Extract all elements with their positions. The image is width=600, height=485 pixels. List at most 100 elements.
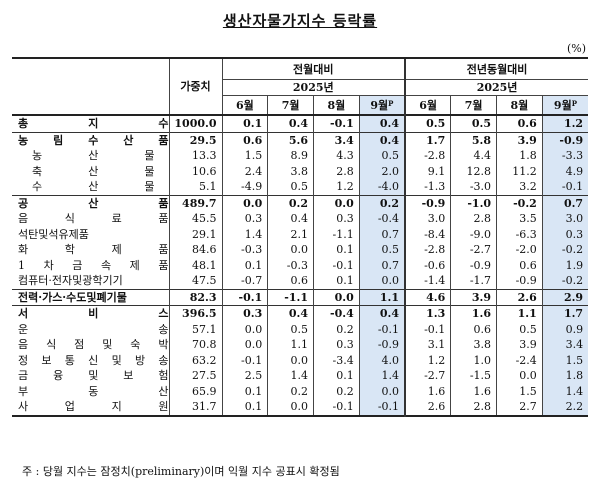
- weight-cell: 10.6: [168, 163, 222, 179]
- yoy-cell: 11.2: [496, 163, 543, 179]
- yoy-cell: -0.2: [496, 194, 543, 211]
- table-row: 석탄및석유제품 29.1 1.4 2.1 -1.1 0.7 -8.4 -9.0 -6.3 0.3: [12, 226, 589, 242]
- header-mom: 전월대비: [221, 57, 406, 80]
- table-row: 수 산 물 5.1 -4.9 0.5 1.2 -4.0 -1.3 -3.0 3.2 -0.1: [12, 179, 589, 195]
- weight-cell: 65.9: [168, 383, 222, 399]
- mom-cell: 2.8: [313, 163, 360, 179]
- mom-cell: 0.0: [358, 273, 406, 289]
- header-month-current: 9월P: [541, 95, 589, 115]
- mom-cell: 3.8: [267, 163, 314, 179]
- yoy-cell: 2.7: [496, 399, 543, 416]
- row-label: 컴퓨터·전자및광학기기: [18, 274, 123, 288]
- header-month: 7월: [450, 95, 497, 115]
- weight-cell: 57.1: [168, 321, 222, 337]
- mom-cell: 0.0: [267, 242, 314, 258]
- mom-cell: 0.7: [358, 257, 406, 273]
- header-year-mom: 2025년: [221, 79, 406, 96]
- mom-cell: 0.1: [313, 273, 360, 289]
- mom-cell: 0.0: [221, 321, 268, 337]
- yoy-cell: 1.7: [541, 305, 589, 322]
- yoy-cell: 0.5: [404, 114, 451, 132]
- yoy-cell: -1.7: [450, 273, 497, 289]
- weight-cell: 27.5: [168, 368, 222, 384]
- yoy-cell: 0.7: [541, 194, 589, 211]
- weight-cell: 45.5: [168, 211, 222, 227]
- yoy-cell: 1.2: [541, 114, 589, 132]
- yoy-cell: -3.3: [541, 148, 589, 164]
- yoy-cell: 3.9: [496, 337, 543, 353]
- yoy-cell: 2.9: [541, 288, 589, 306]
- header-month-current: 9월P: [358, 95, 406, 115]
- table-row: 공 산 품 489.7 0.0 0.2 0.0 0.2 -0.9 -1.0 -0.2 0.7: [12, 194, 589, 211]
- mom-cell: 1.4: [221, 226, 268, 242]
- yoy-cell: 1.8: [541, 368, 589, 384]
- mom-cell: 0.2: [267, 194, 314, 211]
- weight-cell: 84.6: [168, 242, 222, 258]
- mom-cell: 0.1: [221, 383, 268, 399]
- mom-cell: 0.4: [267, 211, 314, 227]
- yoy-cell: -3.0: [450, 179, 497, 195]
- weight-cell: 5.1: [168, 179, 222, 195]
- mom-cell: 3.4: [313, 131, 360, 148]
- yoy-cell: 3.5: [496, 211, 543, 227]
- mom-cell: -0.1: [313, 114, 360, 132]
- mom-cell: -3.4: [313, 352, 360, 368]
- table-row: 컴퓨터·전자및광학기기 47.5 -0.7 0.6 0.1 0.0 -1.4 -1.7 -0.9…: [12, 273, 589, 289]
- yoy-cell: 4.6: [404, 288, 451, 306]
- yoy-cell: 3.1: [404, 337, 451, 353]
- yoy-cell: -8.4: [404, 226, 451, 242]
- header-weight: 가중치: [168, 57, 222, 115]
- mom-cell: -1.1: [267, 288, 314, 306]
- table-row: 화 학 제 품 84.6 -0.3 0.0 0.1 0.5 -2.8 -2.7 -2.0 -0.2: [12, 242, 589, 258]
- yoy-cell: 5.8: [450, 131, 497, 148]
- mom-cell: 2.0: [358, 163, 406, 179]
- table-row: 농 림 수 산 품 29.5 0.6 5.6 3.4 0.4 1.7 5.8 3.9 -0.9: [12, 131, 589, 148]
- weight-cell: 48.1: [168, 257, 222, 273]
- mom-cell: 0.1: [221, 257, 268, 273]
- mom-cell: -0.7: [221, 273, 268, 289]
- mom-cell: 1.4: [358, 368, 406, 384]
- weight-cell: 82.3: [168, 288, 222, 306]
- yoy-cell: 0.6: [496, 257, 543, 273]
- mom-cell: 0.5: [267, 179, 314, 195]
- yoy-cell: -6.3: [496, 226, 543, 242]
- yoy-cell: -2.7: [450, 242, 497, 258]
- mom-cell: 0.0: [313, 288, 360, 306]
- table-row: 축 산 물 10.6 2.4 3.8 2.8 2.0 9.1 12.8 11.2 4.9: [12, 163, 589, 179]
- mom-cell: 0.6: [221, 131, 268, 148]
- mom-cell: -0.3: [221, 242, 268, 258]
- header-month: 8월: [496, 95, 543, 115]
- mom-cell: -0.1: [358, 321, 406, 337]
- mom-cell: 4.0: [358, 352, 406, 368]
- mom-cell: 8.9: [267, 148, 314, 164]
- yoy-cell: -0.6: [404, 257, 451, 273]
- yoy-cell: 1.0: [450, 352, 497, 368]
- yoy-cell: 0.6: [450, 321, 497, 337]
- mom-cell: 0.2: [358, 194, 406, 211]
- table-body: 총 지 수 1000.0 0.1 0.4 -0.1 0.4 0.5 0.5 0.6 1.2 농 림 수 산 품 2…: [12, 114, 589, 416]
- yoy-cell: 0.5: [496, 321, 543, 337]
- mom-cell: 0.3: [221, 305, 268, 322]
- table-row: 음 식 점 및 숙 박 70.8 0.0 1.1 0.3 -0.9 3.1 3.8 3.9 3.4: [12, 337, 589, 353]
- mom-cell: 1.5: [221, 148, 268, 164]
- mom-cell: 0.1: [221, 114, 268, 132]
- yoy-cell: -2.8: [404, 148, 451, 164]
- mom-cell: 0.2: [313, 321, 360, 337]
- yoy-cell: 1.6: [450, 383, 497, 399]
- yoy-cell: 1.5: [496, 383, 543, 399]
- header-blank: [12, 57, 169, 115]
- mom-cell: 0.2: [267, 383, 314, 399]
- yoy-cell: -2.8: [404, 242, 451, 258]
- yoy-cell: 2.8: [450, 399, 497, 416]
- mom-cell: 5.6: [267, 131, 314, 148]
- yoy-cell: -0.9: [496, 273, 543, 289]
- yoy-cell: 12.8: [450, 163, 497, 179]
- table-row: 정 보 통 신 및 방 송 63.2 -0.1 0.0 -3.4 4.0 1.2 1.0 -2.4 1.5: [12, 352, 589, 368]
